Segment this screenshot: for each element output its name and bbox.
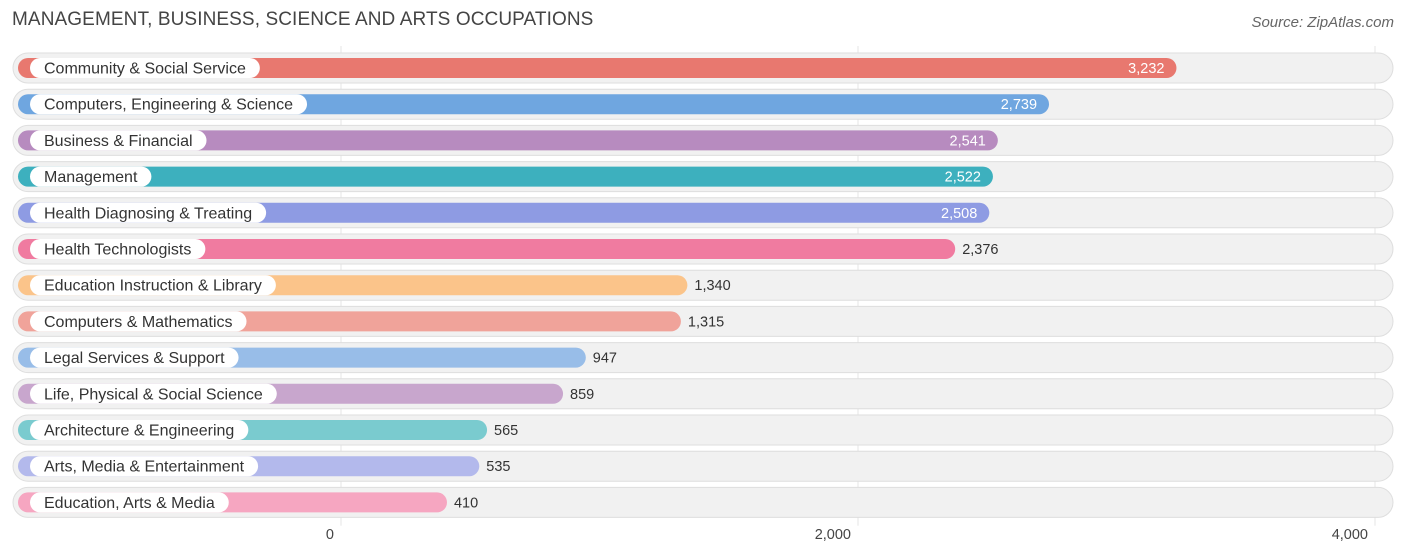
bar-label: Arts, Media & Entertainment [44, 459, 245, 476]
bar-label: Community & Social Service [44, 61, 246, 78]
bar [18, 130, 998, 151]
bar-label-pill [30, 166, 152, 187]
bar-label: Health Technologists [44, 242, 191, 259]
x-tick-label: 2,000 [815, 527, 851, 543]
bar [18, 166, 993, 187]
axis-ticks: 0 2,000 4,000 [326, 527, 1368, 543]
bar-label: Education Instruction & Library [44, 278, 262, 295]
bar-label-pill [30, 311, 247, 332]
bar-value-label: 1,315 [688, 314, 724, 330]
bar-value-label: 410 [454, 495, 478, 511]
bar-value-label: 2,376 [962, 242, 998, 258]
bar-value-label: 2,541 [950, 133, 986, 149]
bar-label: Legal Services & Support [44, 350, 225, 367]
bar-value-label: 535 [486, 459, 510, 475]
bar-label-pill [30, 456, 259, 477]
bar-label: Business & Financial [44, 133, 193, 150]
bar-label: Management [44, 169, 138, 186]
bar-label-pill [30, 275, 276, 296]
chart-title: MANAGEMENT, BUSINESS, SCIENCE AND ARTS O… [12, 9, 594, 30]
bar-label-pill [30, 58, 260, 78]
bar-label-pill [30, 94, 308, 115]
bar-label: Computers & Mathematics [44, 314, 233, 331]
bar [18, 58, 1177, 78]
bar-label-pill [30, 383, 277, 404]
bar-value-label: 947 [593, 351, 617, 367]
bar-label-pill [30, 420, 249, 440]
bar-label: Architecture & Engineering [44, 423, 234, 440]
bar-value-label: 2,739 [1001, 97, 1037, 113]
x-tick-label: 0 [326, 527, 334, 543]
source-note: Source: ZipAtlas.com [1251, 14, 1394, 31]
bar-value-label: 859 [570, 387, 594, 403]
bars: Community & Social Service 3,232 Computers… [12, 52, 1394, 518]
bar-value-label: 2,522 [945, 170, 981, 186]
bar [18, 239, 956, 259]
bar-value-label: 565 [494, 423, 518, 439]
bar-label-pill [30, 347, 239, 368]
bar-value-label: 2,508 [941, 206, 977, 222]
x-tick-label: 4,000 [1332, 527, 1368, 543]
bar-label-pill [30, 130, 207, 151]
bar-value-label: 3,232 [1128, 61, 1164, 77]
bar-label: Life, Physical & Social Science [44, 386, 263, 403]
bar-label-pill [30, 239, 206, 259]
bar-value-label: 1,340 [694, 278, 730, 294]
bar-label: Health Diagnosing & Treating [44, 205, 252, 222]
bar-label-pill [30, 202, 267, 223]
bar-label: Education, Arts & Media [44, 495, 215, 512]
bar-label-pill [30, 492, 229, 513]
bar-label: Computers, Engineering & Science [44, 97, 293, 114]
